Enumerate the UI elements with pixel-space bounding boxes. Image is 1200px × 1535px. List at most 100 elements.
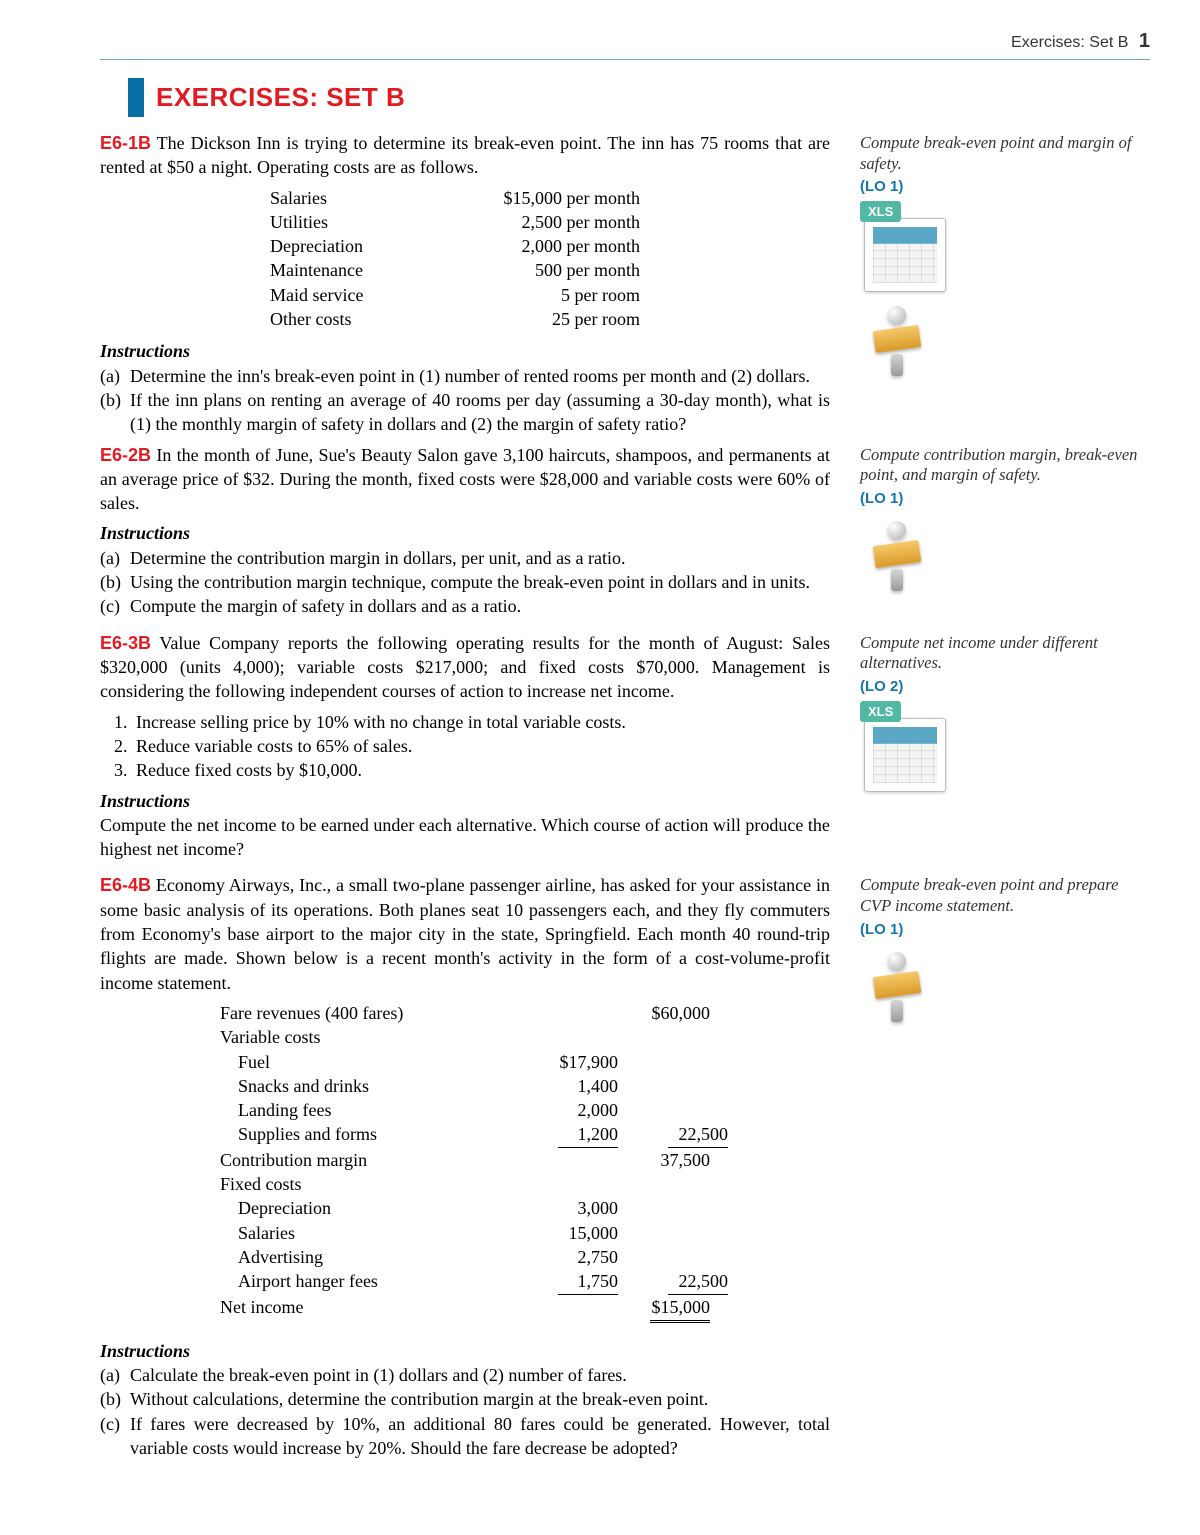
e3-intro: E6-3B Value Company reports the followin…	[100, 631, 830, 704]
row-val: 37,500	[600, 1148, 710, 1172]
e2-code: E6-2B	[100, 445, 151, 465]
e4-b: Without calculations, determine the cont…	[130, 1387, 830, 1411]
note-icon	[870, 521, 924, 591]
note-icon	[870, 952, 924, 1022]
spreadsheet-icon	[864, 718, 946, 792]
e1-cost-table: Salaries$15,000 per month Utilities2,500…	[270, 186, 830, 332]
row-val: 2,750	[508, 1245, 618, 1269]
header-rule	[100, 59, 1150, 60]
row-val: 3,000	[508, 1196, 618, 1220]
e4-c: If fares were decreased by 10%, an addit…	[130, 1412, 830, 1461]
row-label: Fixed costs	[220, 1172, 490, 1196]
cost-label: Utilities	[270, 210, 430, 234]
sub-label: (a)	[100, 364, 130, 388]
cost-label: Maintenance	[270, 258, 430, 282]
e4-sidebar: Compute break-even point and prepare CVP…	[860, 875, 1150, 1021]
row-label: Fare revenues (400 fares)	[220, 1001, 490, 1025]
note-icon	[870, 306, 924, 376]
page-number: 1	[1139, 30, 1150, 52]
row-val: 15,000	[508, 1221, 618, 1245]
e3-n1: Increase selling price by 10% with no ch…	[136, 710, 830, 734]
row-label: Net income	[220, 1295, 490, 1323]
num-label: 1.	[114, 710, 136, 734]
e3-sidebar: Compute net income under different alter…	[860, 633, 1150, 792]
e1-code: E6-1B	[100, 133, 151, 153]
e2-lo: (LO 1)	[860, 490, 1150, 507]
e3-n2: Reduce variable costs to 65% of sales.	[136, 734, 830, 758]
e3-lo: (LO 2)	[860, 678, 1150, 695]
sub-label: (b)	[100, 1387, 130, 1411]
e3-instr-head: Instructions	[100, 789, 830, 813]
e1-b: If the inn plans on renting an average o…	[130, 388, 830, 437]
e3-code: E6-3B	[100, 633, 151, 653]
header-label: Exercises: Set B	[1011, 34, 1128, 51]
xls-badge: XLS	[860, 701, 901, 722]
row-val: 22,500	[668, 1269, 728, 1294]
e1-a: Determine the inn's break-even point in …	[130, 364, 830, 388]
e4-code: E6-4B	[100, 875, 151, 895]
row-val: 2,000	[508, 1098, 618, 1122]
xls-icon: XLS	[860, 701, 1150, 792]
e3-side-note: Compute net income under different alter…	[860, 633, 1150, 674]
cost-value: 2,500 per month	[430, 210, 640, 234]
row-val: $17,900	[508, 1050, 618, 1074]
e3-instr-body: Compute the net income to be earned unde…	[100, 813, 830, 862]
sub-label: (b)	[100, 570, 130, 594]
row-label: Depreciation	[220, 1196, 508, 1220]
e4-income-statement: Fare revenues (400 fares)$60,000 Variabl…	[220, 1001, 830, 1323]
row-label: Supplies and forms	[220, 1122, 508, 1147]
row-label: Advertising	[220, 1245, 508, 1269]
num-label: 2.	[114, 734, 136, 758]
cost-label: Other costs	[270, 307, 430, 331]
e2-sidebar: Compute contribution margin, break-even …	[860, 445, 1150, 591]
cost-label: Maid service	[270, 283, 430, 307]
e2-b: Using the contribution margin technique,…	[130, 570, 830, 594]
sub-label: (a)	[100, 1363, 130, 1387]
sub-label: (a)	[100, 546, 130, 570]
xls-icon: XLS	[860, 201, 1150, 292]
exercise-e6-3b: E6-3B Value Company reports the followin…	[100, 631, 1150, 868]
page-header: Exercises: Set B 1	[100, 30, 1150, 59]
e3-n3: Reduce fixed costs by $10,000.	[136, 758, 830, 782]
row-label: Salaries	[220, 1221, 508, 1245]
row-label: Airport hanger fees	[220, 1269, 508, 1294]
e2-a: Determine the contribution margin in dol…	[130, 546, 830, 570]
exercise-e6-2b: E6-2B In the month of June, Sue's Beauty…	[100, 443, 1150, 625]
section-title-row: EXERCISES: SET B	[128, 78, 1150, 117]
exercise-e6-1b: E6-1B The Dickson Inn is trying to deter…	[100, 131, 1150, 437]
row-label: Landing fees	[220, 1098, 508, 1122]
row-label: Fuel	[220, 1050, 508, 1074]
row-val: 1,200	[558, 1122, 618, 1147]
e4-intro: E6-4B Economy Airways, Inc., a small two…	[100, 873, 830, 994]
e1-intro-text: The Dickson Inn is trying to determine i…	[100, 133, 830, 177]
e4-intro-text: Economy Airways, Inc., a small two-plane…	[100, 875, 830, 992]
row-val: 22,500	[668, 1122, 728, 1147]
e4-side-note: Compute break-even point and prepare CVP…	[860, 875, 1150, 916]
spreadsheet-icon	[864, 218, 946, 292]
cost-value: 25 per room	[430, 307, 640, 331]
e2-side-note: Compute contribution margin, break-even …	[860, 445, 1150, 486]
cost-label: Salaries	[270, 186, 430, 210]
exercise-e6-4b: E6-4B Economy Airways, Inc., a small two…	[100, 873, 1150, 1332]
e4-instructions: Instructions (a)Calculate the break-even…	[100, 1339, 830, 1460]
e2-instr-head: Instructions	[100, 521, 830, 545]
sub-label: (b)	[100, 388, 130, 437]
row-label: Snacks and drinks	[220, 1074, 508, 1098]
row-val: 1,400	[508, 1074, 618, 1098]
e2-c: Compute the margin of safety in dollars …	[130, 594, 830, 618]
e4-a: Calculate the break-even point in (1) do…	[130, 1363, 830, 1387]
e1-side-note: Compute break-even point and margin of s…	[860, 133, 1150, 174]
row-val: 1,750	[558, 1269, 618, 1294]
cost-value: $15,000 per month	[430, 186, 640, 210]
num-label: 3.	[114, 758, 136, 782]
e3-intro-text: Value Company reports the following oper…	[100, 633, 830, 702]
e1-intro: E6-1B The Dickson Inn is trying to deter…	[100, 131, 830, 180]
cost-value: 500 per month	[430, 258, 640, 282]
e1-lo: (LO 1)	[860, 178, 1150, 195]
cost-label: Depreciation	[270, 234, 430, 258]
e1-sidebar: Compute break-even point and margin of s…	[860, 133, 1150, 376]
e2-intro: E6-2B In the month of June, Sue's Beauty…	[100, 443, 830, 516]
xls-badge: XLS	[860, 201, 901, 222]
e1-instr-head: Instructions	[100, 339, 830, 363]
sub-label: (c)	[100, 1412, 130, 1461]
